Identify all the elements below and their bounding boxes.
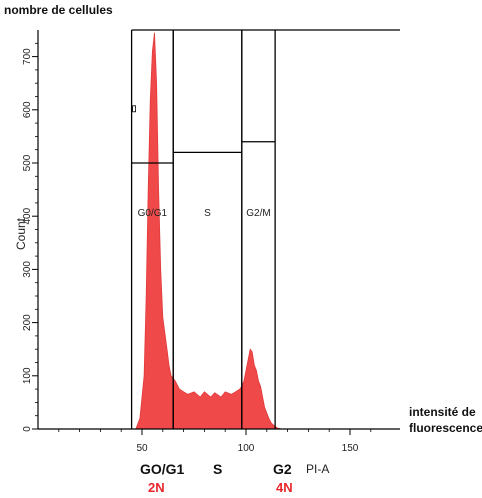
x-tick-label: 100	[238, 443, 255, 454]
histogram-area	[135, 32, 282, 430]
y-tick-label: 600	[22, 101, 33, 118]
gate-label: G0/G1	[138, 208, 168, 219]
ploidy-label-2n: 2N	[148, 480, 165, 495]
phase-label-s: S	[213, 461, 223, 477]
y-axis-label: Count	[14, 217, 28, 250]
y-tick-label: 300	[22, 261, 33, 278]
x-axis-side-label: intensité de fluorescence	[409, 405, 482, 435]
ploidy-label-4n: 4N	[276, 480, 293, 495]
x-tick-label: 50	[136, 443, 148, 454]
gate-label: G2/M	[246, 208, 270, 219]
chart-title: nombre de cellules	[4, 3, 113, 17]
y-tick-label: 200	[22, 314, 33, 331]
phase-label-g0g1: GO/G1	[140, 461, 185, 477]
x-axis-label: PI-A	[306, 462, 330, 476]
y-tick-label: 400	[22, 207, 33, 224]
y-tick-label: 700	[22, 48, 33, 65]
gate-handle	[132, 105, 137, 113]
y-tick-label: 500	[22, 154, 33, 171]
y-tick-label: 0	[22, 426, 33, 432]
y-tick-label: 100	[22, 367, 33, 384]
x-tick-label: 150	[342, 443, 359, 454]
gate-label: S	[204, 208, 211, 219]
phase-label-g2: G2	[273, 461, 292, 477]
